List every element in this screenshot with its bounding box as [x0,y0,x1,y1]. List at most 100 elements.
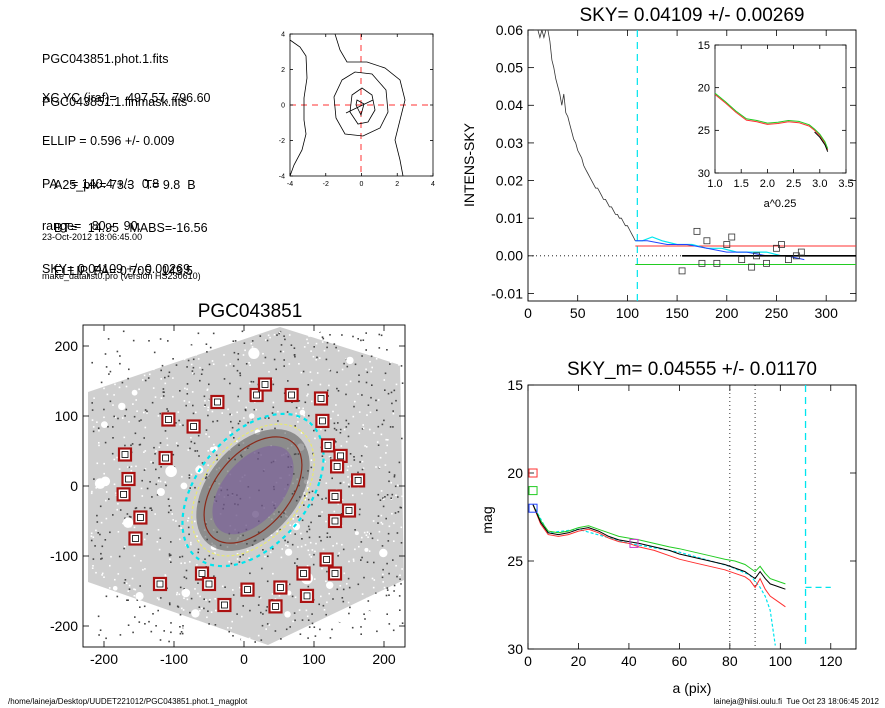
noise-dot [381,423,384,426]
noise-dot [353,459,356,461]
noise-dot [357,393,359,395]
noise-dot [124,444,126,447]
noise-dot [124,633,127,636]
noise-dot [105,637,107,640]
noise-dot [92,426,95,428]
noise-dot [384,389,386,391]
noise-dot [206,616,208,619]
noise-dot [349,380,352,383]
noise-dot [313,626,316,628]
noise-dot [236,369,239,372]
noise-dot [108,331,110,333]
noise-dot [280,556,283,559]
noise-dot [233,437,235,439]
noise-dot [182,424,184,427]
noise-dot [398,461,401,464]
sky-xtick-label: 200 [715,305,739,321]
image-xtick-label: -200 [90,651,118,667]
noise-dot [353,456,355,458]
mask-box-inner [120,490,127,498]
mask-box-inner [317,395,325,402]
noise-dot [232,589,234,591]
noise-dot [336,387,338,390]
noise-dot [189,487,191,489]
noise-dot [238,561,241,563]
mask-boxes [116,377,366,614]
noise-dot [90,532,93,535]
noise-dot [198,455,200,457]
noise-dot [260,639,263,641]
mask-box [313,391,329,406]
run-date: 23-Oct-2012 18:06:45.00 [42,232,143,242]
noise-dot [107,338,110,340]
inset-ytick-label: 30 [698,168,710,180]
mask-box [121,471,136,487]
noise-dot [401,622,404,624]
inset-red-line [715,94,829,151]
noise-dot [296,565,298,567]
noise-dot [199,595,201,598]
inset-ytick-label: 25 [698,125,710,137]
noise-dot [382,337,384,340]
noise-dot [98,634,100,636]
noise-dot [124,546,126,548]
noise-dot [272,406,275,409]
noise-dot [277,420,279,422]
noise-dot [236,553,239,555]
noise-dot [393,522,395,525]
noise-dot [130,469,133,472]
noise-dot [306,530,308,533]
noise-dot [386,349,388,351]
noise-dot [373,432,375,434]
image-ytick-label: -100 [50,548,78,564]
noise-dot [127,377,129,380]
masked-star [112,586,118,591]
noise-dot [244,349,246,352]
noise-dot [206,389,209,391]
noise-dot [119,509,122,511]
noise-dot [156,597,159,599]
noise-dot [157,480,160,482]
noise-dot [170,631,172,634]
noise-dot [172,358,174,360]
file-names: PGC043851.phot.1.fits PGC043851.1.finmas… [42,24,187,123]
sky-ytick-label: 0.02 [496,172,523,188]
noise-dot [107,425,109,428]
noise-dot [215,454,218,457]
noise-dot [349,606,351,609]
noise-dot [299,633,302,635]
noise-dot [121,417,124,419]
noise-dot [351,626,354,629]
noise-dot [326,346,328,349]
noise-dot [373,579,376,581]
mask-box-inner [288,391,296,399]
noise-dot [144,568,146,570]
noise-dot [376,409,378,412]
noise-dot [252,381,255,383]
noise-dot [391,402,393,405]
noise-dot [242,553,244,556]
noise-dot [182,625,184,627]
image-ytick-label: 100 [55,408,79,424]
noise-dot [388,594,390,596]
noise-dot [136,410,138,412]
noise-dot [401,495,403,498]
noise-dot [337,640,339,643]
noise-dot [303,414,305,417]
noise-dot [370,355,373,358]
noise-dot [367,536,369,538]
noise-dot [111,372,114,375]
noise-dot [377,515,380,517]
masked-star [131,389,138,396]
noise-dot [325,520,327,523]
noise-dot [160,597,162,599]
noise-dot [366,641,369,643]
noise-dot [183,597,185,599]
noise-dot [179,390,181,392]
noise-dot [400,365,403,367]
noise-dot [311,503,313,506]
noise-dot [167,340,169,342]
noise-dot [221,585,224,588]
noise-dot [104,599,106,601]
noise-dot [110,555,112,558]
